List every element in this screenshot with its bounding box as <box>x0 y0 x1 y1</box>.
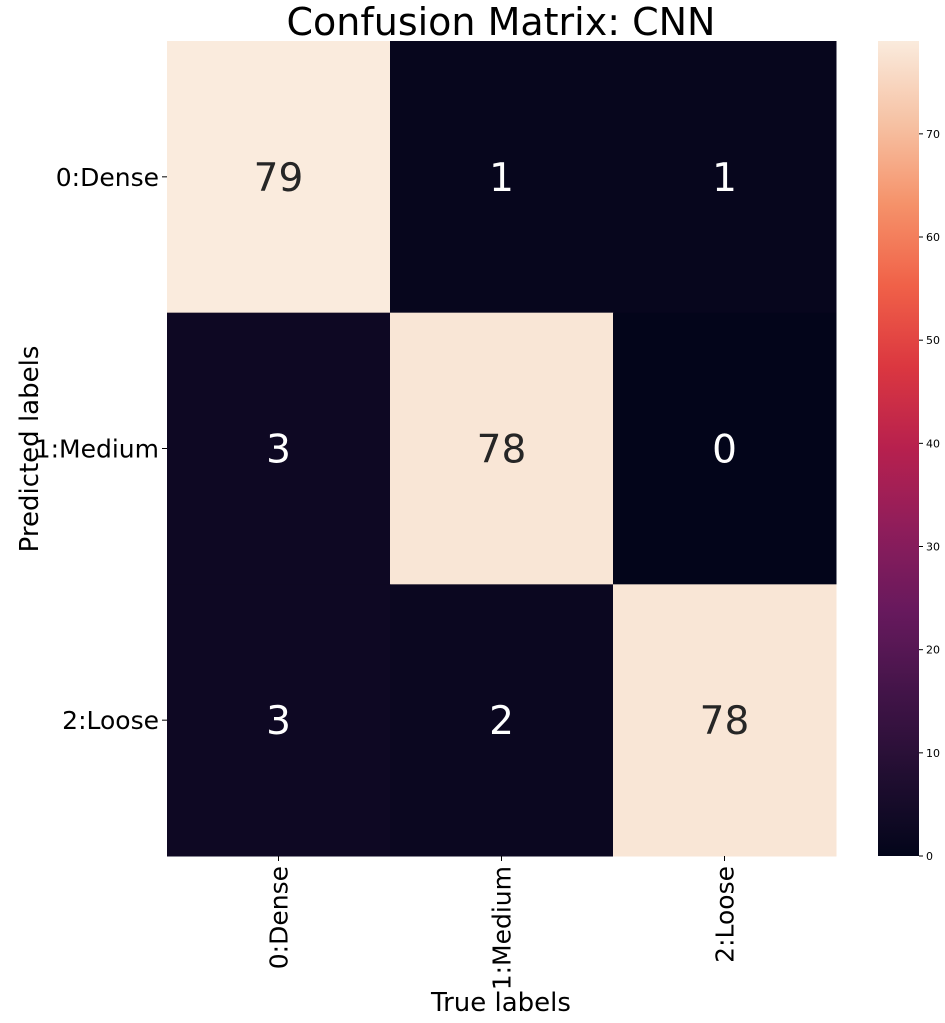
heatmap-cell <box>167 41 391 314</box>
colorbar-tick-label: 0 <box>926 850 933 863</box>
cell-value: 78 <box>700 699 750 744</box>
colorbar <box>878 41 919 856</box>
y-tick-label: 0:Dense <box>56 163 159 192</box>
colorbar-tick-label: 40 <box>926 437 940 450</box>
cell-value: 3 <box>266 699 291 744</box>
colorbar-tick-label: 20 <box>926 644 940 657</box>
cell-value: 78 <box>477 428 527 473</box>
heatmap-cell <box>613 312 837 585</box>
heatmap-cell <box>167 312 391 585</box>
heatmap-cell <box>390 41 614 314</box>
heatmap-cell <box>613 41 837 314</box>
x-tick-label: 0:Dense <box>265 866 294 969</box>
cell-value: 0 <box>712 428 737 473</box>
x-tick-label: 2:Loose <box>711 866 740 963</box>
heatmap-cell <box>390 312 614 585</box>
x-axis-label: True labels <box>430 988 571 1018</box>
cell-value: 1 <box>489 156 514 201</box>
colorbar-tick-label: 10 <box>926 747 940 760</box>
x-axis-ticks: 0:Dense 1:Medium 2:Loose <box>265 856 740 990</box>
heatmap-cell <box>390 584 614 857</box>
cell-value: 1 <box>712 156 737 201</box>
y-axis-label: Predicted labels <box>15 346 45 553</box>
colorbar-ticks: 0 10 20 30 40 50 60 70 <box>919 128 940 863</box>
y-tick-label: 1:Medium <box>35 435 159 464</box>
heatmap-cells: 79 1 1 3 78 0 3 2 78 <box>167 41 837 857</box>
cell-value: 79 <box>254 156 304 201</box>
cell-value: 2 <box>489 699 514 744</box>
colorbar-tick-label: 70 <box>926 128 940 141</box>
y-tick-label: 2:Loose <box>62 706 159 735</box>
x-tick-label: 1:Medium <box>488 866 517 990</box>
heatmap-cell <box>167 584 391 857</box>
y-axis-ticks: 0:Dense 1:Medium 2:Loose <box>35 163 167 735</box>
colorbar-tick-label: 60 <box>926 231 940 244</box>
heatmap-cell <box>613 584 837 857</box>
colorbar-tick-label: 30 <box>926 541 940 554</box>
colorbar-tick-label: 50 <box>926 334 940 347</box>
chart-title: Confusion Matrix: CNN <box>286 0 715 44</box>
cell-value: 3 <box>266 428 291 473</box>
